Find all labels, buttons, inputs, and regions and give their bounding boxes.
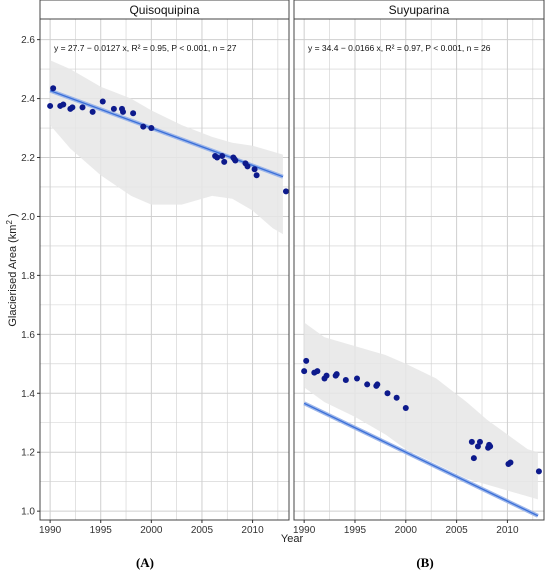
panel-b-strip-title: Suyuparina (389, 3, 450, 17)
data-point (476, 438, 483, 445)
data-point (50, 85, 57, 92)
panel-a: Quisoquipina y = 27.7 − 0.0127 x, R² = 0… (39, 0, 290, 570)
data-point (301, 368, 308, 375)
x-axis-title: Year (281, 533, 304, 545)
x-tick-label: 2010 (241, 525, 264, 536)
data-point (487, 443, 494, 450)
x-tick-label: 2000 (395, 525, 418, 536)
data-point (402, 405, 409, 412)
x-tick-label: 2005 (191, 525, 214, 536)
y-tick-label: 2.2 (21, 153, 35, 164)
y-axis-title: Glacierised Area (km2 ) (5, 213, 19, 326)
data-point (244, 163, 251, 170)
data-point (333, 371, 340, 378)
data-point (89, 108, 96, 115)
data-point (60, 101, 67, 108)
x-axis-ticks: 1990 1995 2000 2005 2010 1990 1995 2000 2005 2010 (39, 520, 519, 536)
data-point (323, 372, 330, 379)
x-tick-label: 1995 (90, 525, 113, 536)
data-point (69, 104, 76, 111)
panel-a-prediction-band (50, 60, 283, 235)
panel-b: Suyuparina y = 34.4 − 0.0166 x, R² = 0.9… (293, 0, 545, 570)
panel-b-plot-area (293, 18, 545, 521)
panel-a-label: (A) (136, 555, 154, 570)
y-axis-title-end: ) (7, 213, 19, 220)
data-point (214, 154, 221, 161)
data-point (303, 357, 310, 364)
data-point (140, 123, 147, 130)
x-tick-label: 2000 (140, 525, 163, 536)
y-tick-label: 1.2 (21, 448, 35, 459)
panel-a-frame (39, 18, 290, 521)
data-point (468, 438, 475, 445)
data-point (148, 125, 155, 132)
data-point (219, 153, 226, 160)
x-tick-label: 1990 (39, 525, 62, 536)
x-tick-label: 1990 (293, 525, 316, 536)
y-tick-label: 1.4 (21, 389, 35, 400)
data-point (354, 375, 361, 382)
data-point (110, 105, 117, 112)
panel-b-equation: y = 34.4 − 0.0166 x, R² = 0.97, P < 0.00… (308, 43, 491, 53)
panel-b-fit-line (303, 402, 539, 517)
panel-a-plot-area (39, 18, 290, 521)
panel-b-prediction-band (304, 322, 538, 500)
data-point (374, 381, 381, 388)
panel-a-strip-title: Quisoquipina (129, 3, 199, 17)
y-axis-title-superscript: 2 (5, 220, 14, 225)
data-point (79, 104, 86, 111)
data-point (470, 455, 477, 462)
x-tick-label: 2010 (496, 525, 519, 536)
data-point (221, 158, 228, 165)
data-point (232, 157, 239, 164)
panel-b-frame (293, 18, 545, 521)
data-point (99, 98, 106, 105)
data-point (535, 468, 542, 475)
data-point (364, 381, 371, 388)
y-tick-label: 2.6 (21, 35, 35, 46)
y-tick-label: 2.0 (21, 212, 35, 223)
data-point (282, 188, 289, 195)
y-tick-label: 1.6 (21, 330, 35, 341)
y-tick-label: 2.4 (21, 94, 35, 105)
data-point (251, 166, 258, 173)
data-point (393, 394, 400, 401)
panel-a-equation: y = 27.7 − 0.0127 x, R² = 0.95, P < 0.00… (54, 43, 237, 53)
y-tick-label: 1.8 (21, 271, 35, 282)
y-axis-ticks: 1.0 1.2 1.4 1.6 1.8 2.0 2.2 2.4 2.6 (21, 35, 40, 518)
data-point (314, 368, 321, 375)
data-point (47, 102, 54, 109)
y-axis-title-base: Glacierised Area (km (7, 225, 19, 327)
panel-b-label: (B) (416, 555, 433, 570)
x-tick-label: 1995 (344, 525, 367, 536)
data-point (120, 108, 126, 115)
data-point (507, 459, 514, 466)
x-tick-label: 2005 (445, 525, 468, 536)
data-point (253, 172, 260, 179)
data-point (384, 390, 391, 397)
y-tick-label: 1.0 (21, 507, 35, 518)
data-point (342, 377, 349, 384)
data-point (130, 110, 137, 117)
